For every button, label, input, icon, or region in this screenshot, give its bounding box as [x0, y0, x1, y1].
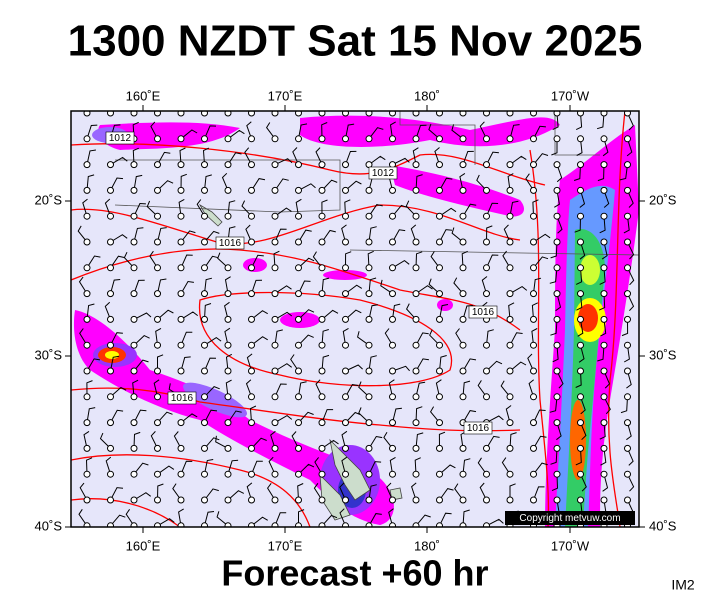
isobar-label-box — [105, 131, 135, 145]
isobar-label-box — [368, 166, 398, 180]
isobar-label-box — [167, 391, 197, 405]
right-lat-label: 20˚S — [649, 192, 677, 207]
right-lat-label: 30˚S — [649, 347, 677, 362]
map-layer: 1012 1012 1016 1016 1016 1016 — [71, 111, 639, 527]
right-lat-label: 40˚S — [649, 518, 677, 533]
boundaries — [114, 111, 639, 256]
isobar-label-box — [215, 236, 245, 250]
top-lon-label: 170˚W — [551, 88, 590, 103]
isobar-label: 1012 — [109, 133, 132, 144]
isobar-label: 1016 — [219, 238, 242, 249]
image-code: IM2 — [671, 577, 695, 593]
isobar-label: 1016 — [171, 393, 194, 404]
left-lat-label: 20˚S — [35, 192, 63, 207]
isobar-label: 1016 — [467, 423, 490, 434]
bottom-lon-label: 170˚E — [268, 538, 303, 553]
copyright: Copyright metvuw.com — [519, 513, 620, 524]
copyright-box — [505, 511, 635, 525]
left-lat-label: 40˚S — [35, 518, 63, 533]
wind-barbs — [77, 111, 635, 527]
top-lon-label: 170˚E — [268, 88, 303, 103]
title: 1300 NZDT Sat 15 Nov 2025 — [68, 17, 643, 66]
left-lat-label: 30˚S — [35, 347, 63, 362]
bottom-lon-label: 160˚E — [126, 538, 161, 553]
isobar-label: 1016 — [472, 307, 495, 318]
station-circles — [83, 111, 632, 527]
isobar-label-box — [463, 421, 493, 435]
top-lon-label: 160˚E — [126, 88, 161, 103]
map-frame — [70, 110, 640, 528]
precipitation — [73, 115, 639, 527]
top-lon-label: 180˚ — [414, 88, 440, 103]
bottom-lon-label: 180˚ — [414, 538, 440, 553]
caption: Forecast +60 hr — [221, 553, 488, 594]
coastline — [198, 203, 403, 521]
isobar-label-box — [468, 305, 498, 319]
bottom-lon-label: 170˚W — [551, 538, 590, 553]
isobar-label: 1012 — [372, 168, 395, 179]
